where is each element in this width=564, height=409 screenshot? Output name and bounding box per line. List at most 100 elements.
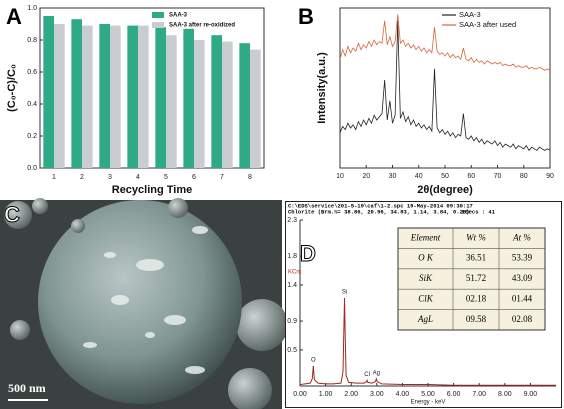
y-tick-label: 0.8	[27, 37, 37, 44]
panel-label: A	[6, 4, 22, 29]
microsphere	[38, 200, 242, 404]
table-header: Element	[410, 232, 441, 242]
plot-frame	[339, 7, 551, 169]
legend-swatch	[152, 12, 164, 18]
y-tick-label: 0.9	[287, 318, 297, 325]
x-tick-label: 0.00	[293, 391, 307, 398]
table-cell: 51.72	[466, 273, 486, 283]
x-tick-label: 30	[389, 173, 397, 180]
x-tick-label: 8	[248, 174, 252, 181]
debris	[83, 226, 208, 374]
table-cell: 43.09	[512, 273, 533, 283]
bar	[183, 28, 194, 168]
x-tick-label: 3.00	[370, 391, 384, 398]
sem-panel: 500 nm C	[0, 198, 288, 409]
x-tick-label: 40	[415, 173, 423, 180]
x-tick-label: 4	[136, 174, 140, 181]
particle	[168, 198, 188, 218]
x-tick-label: 60	[467, 173, 475, 180]
bar	[43, 16, 54, 168]
x-tick-label: 5	[164, 174, 168, 181]
bar	[71, 19, 82, 169]
x-tick-label: 1	[52, 174, 56, 181]
particle	[228, 368, 272, 409]
panel-label: C	[4, 202, 20, 227]
x-tick-label: 2.00	[344, 391, 358, 398]
table-cell: 02.18	[466, 293, 487, 303]
x-tick-label: 6.00	[447, 391, 461, 398]
x-tick-label: 6	[192, 174, 196, 181]
table-background	[397, 227, 546, 331]
table-cell: ClK	[418, 293, 434, 303]
table-cell: 36.51	[466, 253, 486, 263]
peak-label: Ag	[373, 370, 380, 376]
series-line	[299, 297, 556, 386]
bar	[250, 49, 261, 168]
y-tick-label: 1.8	[287, 253, 297, 260]
x-tick-label: 90	[546, 173, 554, 180]
panel-label: B	[298, 4, 314, 29]
table-header: Wt %	[466, 232, 486, 242]
particle	[32, 198, 48, 214]
eds-header: Chlorite (Brm.%= 38.86, 20.96, 34.83, 1.…	[288, 208, 470, 215]
bar	[239, 43, 250, 169]
particle	[71, 219, 85, 233]
particle	[236, 299, 288, 351]
bar	[138, 25, 149, 168]
y-tick-label: 2.3	[287, 217, 297, 224]
x-tick-label: 20	[362, 173, 370, 180]
legend-label: SAA-3	[169, 13, 188, 19]
legend-label: SAA-3	[459, 10, 481, 19]
y-tick-label: 0.6	[27, 69, 37, 76]
x-tick-label: 4.00	[396, 391, 410, 398]
legend-label: SAA-3 after re-oxidized	[169, 23, 235, 29]
bar	[155, 27, 166, 169]
table-cell: 53.39	[512, 253, 533, 263]
bar	[99, 24, 110, 168]
bar	[110, 25, 121, 168]
y-tick-label: 1.4	[287, 282, 297, 289]
particle	[4, 201, 32, 229]
bar	[211, 35, 222, 169]
x-axis-label: Recycling Time	[112, 184, 193, 196]
table-cell: 09.58	[466, 314, 487, 324]
x-tick-label: 70	[494, 173, 502, 180]
table-cell: O K	[418, 253, 434, 263]
peak-label: O	[311, 357, 316, 363]
series-line	[339, 14, 551, 71]
y-tick-label: 0.5	[287, 347, 297, 354]
bar	[127, 25, 138, 168]
bar	[166, 35, 177, 169]
x-tick-label: 3	[108, 174, 112, 181]
x-tick-label: 7.00	[472, 391, 486, 398]
plot-frame	[39, 7, 265, 169]
table-cell: 02.08	[512, 314, 533, 324]
series-line	[339, 20, 551, 152]
peak-label: Si	[342, 290, 347, 296]
y-axis-label: Intensity(a.u.)	[316, 52, 328, 124]
x-tick-label: 9.00	[524, 391, 538, 398]
scale-label: 500 nm	[8, 381, 46, 395]
legend-label: SAA-3 after used	[459, 20, 516, 29]
table-cell: SiK	[419, 273, 433, 283]
x-axis-label: Energy - keV	[411, 400, 446, 406]
y-tick-label: 0.4	[27, 101, 37, 108]
y-tick-label: 1.0	[27, 5, 37, 12]
y-tick-label: 0.2	[27, 133, 37, 140]
panel-label: D	[300, 241, 316, 266]
x-axis-label: 2θ(degree)	[417, 184, 473, 196]
bar	[194, 40, 205, 168]
x-tick-label: 5.00	[421, 391, 435, 398]
bar	[54, 24, 65, 168]
x-tick-label: 8.00	[498, 391, 512, 398]
peak-label: Cl	[364, 372, 370, 378]
x-tick-label: 1.00	[319, 391, 333, 398]
eds-header: LSecs : 41	[462, 208, 496, 215]
bar	[222, 41, 233, 168]
eds-header: C:\EDS\service\201-5-19\caf\1-2.spc 19-M…	[288, 202, 473, 209]
x-tick-label: 50	[441, 173, 449, 180]
table-cell: AgL	[417, 314, 433, 324]
legend-swatch	[152, 22, 164, 28]
y-axis-label: (C₀-C)/C₀	[6, 64, 18, 112]
